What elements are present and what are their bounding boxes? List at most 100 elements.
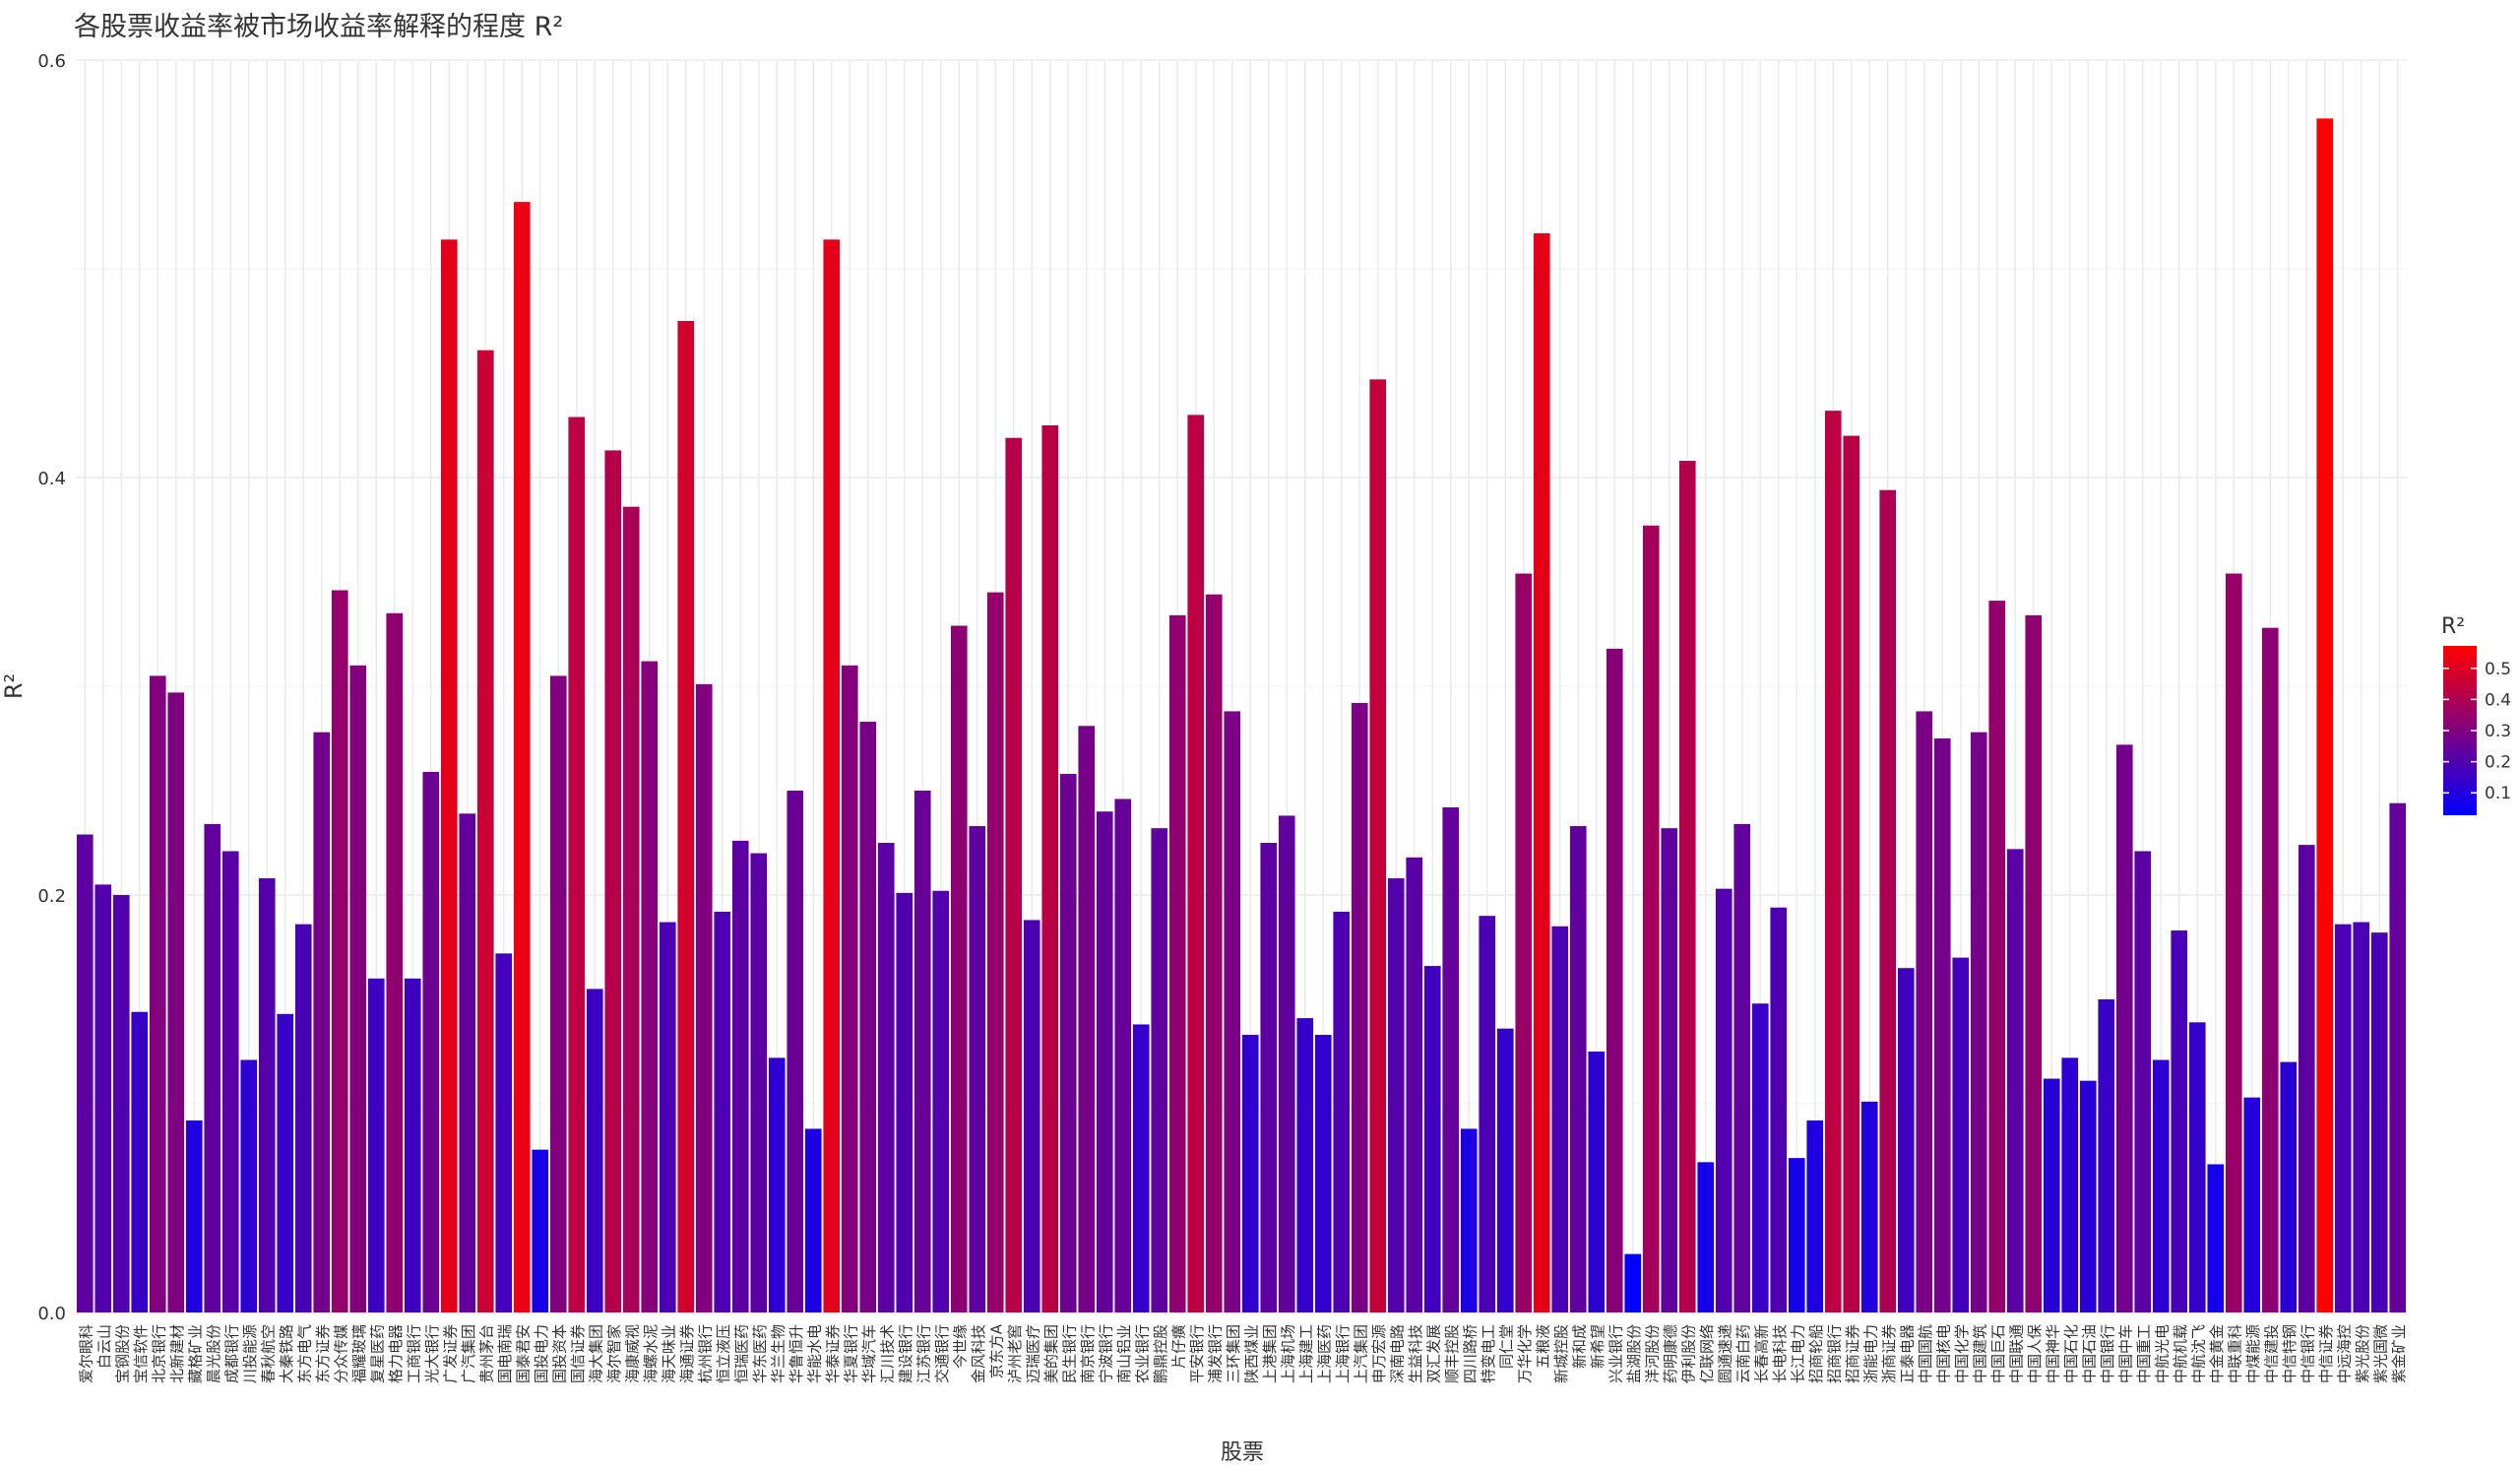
bar [1406, 857, 1423, 1312]
y-axis-title: R² [0, 673, 28, 699]
x-tick-label: 中信建投 [2262, 1324, 2280, 1383]
bar [1114, 799, 1132, 1312]
x-tick-label: 兴业银行 [1606, 1324, 1624, 1383]
x-tick-label: 片仔癀 [1169, 1324, 1187, 1369]
bar [1168, 614, 1186, 1312]
bar [1697, 1162, 1715, 1312]
x-tick-label: 上海医药 [1315, 1324, 1333, 1383]
x-tick-label: 四川路桥 [1461, 1324, 1479, 1383]
bar [1733, 823, 1751, 1312]
x-tick-label: 中信证券 [2317, 1324, 2335, 1383]
bar [1151, 828, 1168, 1312]
bar [404, 978, 421, 1312]
x-tick-label: 正泰电器 [1898, 1324, 1916, 1383]
bar [76, 834, 94, 1312]
bar [714, 911, 731, 1312]
x-tick-label: 生益科技 [1407, 1324, 1424, 1383]
x-tick-label: 华域汽车 [860, 1324, 878, 1383]
bar [2261, 627, 2279, 1312]
x-tick-label: 紫金矿业 [2390, 1324, 2408, 1383]
x-tick-label: 云南白药 [1734, 1324, 1752, 1383]
bar [294, 924, 312, 1312]
x-tick-label: 长电科技 [1771, 1324, 1789, 1383]
x-tick-label: 招商轮船 [1807, 1324, 1825, 1383]
x-tick-label: 同仁堂 [1497, 1324, 1515, 1369]
x-tick-label: 紫光股份 [2354, 1324, 2371, 1383]
x-tick-label: 东方电气 [295, 1324, 313, 1383]
x-tick-label: 建设银行 [897, 1324, 914, 1383]
x-tick-label: 晨光股份 [205, 1324, 222, 1383]
bar [1860, 1101, 1878, 1312]
bar [950, 625, 968, 1312]
x-tick-label: 成都银行 [222, 1324, 240, 1383]
x-tick-label: 中国化学 [1953, 1324, 1971, 1383]
x-tick-label: 中航机载 [2172, 1324, 2189, 1383]
x-tick-label: 浙能电力 [1861, 1324, 1879, 1383]
bar [841, 665, 858, 1312]
bar [495, 953, 513, 1312]
x-tick-label: 大秦铁路 [278, 1324, 295, 1383]
x-tick-label: 白云山 [95, 1324, 113, 1369]
bar [1806, 1119, 1824, 1312]
x-tick-label: 中金黄金 [2208, 1324, 2226, 1383]
legend-tick-label: 0.3 [2485, 722, 2511, 741]
bar [258, 878, 276, 1312]
bar [1187, 415, 1205, 1312]
x-tick-label: 福耀玻璃 [350, 1324, 368, 1383]
x-tick-label: 招商证券 [1844, 1324, 1861, 1383]
bar [349, 665, 367, 1312]
bar [1442, 806, 1460, 1312]
x-tick-label: 顺丰控股 [1443, 1324, 1461, 1383]
legend-tick-label: 0.4 [2485, 690, 2511, 710]
bar [2225, 573, 2242, 1312]
x-tick-label: 民生银行 [1060, 1324, 1078, 1383]
bar [2079, 1080, 2097, 1312]
bar [568, 416, 586, 1312]
x-tick-label: 五粮液 [1534, 1324, 1551, 1369]
bar [240, 1059, 258, 1312]
bar [549, 675, 567, 1312]
x-tick-label: 华鲁恒升 [788, 1324, 805, 1383]
bar [277, 1013, 294, 1312]
bar [969, 826, 986, 1312]
bar [112, 895, 130, 1312]
x-tick-label: 紫光国微 [2371, 1324, 2389, 1383]
x-tick-label: 贵州茅台 [477, 1324, 495, 1383]
x-tick-label: 迈瑞医疗 [1024, 1324, 1041, 1383]
bar [459, 813, 476, 1312]
x-tick-label: 长春高新 [1752, 1324, 1770, 1383]
x-tick-label: 国投电力 [533, 1324, 550, 1383]
x-tick-label: 杭州银行 [696, 1324, 714, 1383]
bar [1551, 926, 1569, 1312]
x-tick-label: 三环集团 [1225, 1324, 1242, 1383]
bar [1824, 411, 1842, 1312]
bar [586, 989, 603, 1312]
legend-title: R² [2441, 614, 2465, 639]
bar [1078, 726, 1096, 1312]
bar [2316, 118, 2334, 1313]
bar [1059, 774, 1077, 1312]
bar [622, 506, 640, 1312]
bar [2188, 1022, 2206, 1312]
x-tick-label: 爱尔眼科 [77, 1324, 94, 1383]
x-tick-label: 浦发银行 [1206, 1324, 1224, 1383]
bar [2207, 1164, 2225, 1312]
bar [204, 823, 221, 1312]
x-tick-label: 分众传媒 [332, 1324, 349, 1383]
bar [2389, 802, 2407, 1312]
x-tick-label: 深南电路 [1388, 1324, 1406, 1383]
x-tick-label: 中国联通 [2007, 1324, 2025, 1383]
x-tick-label: 中航沈飞 [2189, 1324, 2207, 1383]
x-tick-label: 中国重工 [2135, 1324, 2153, 1383]
bar [1952, 957, 1970, 1312]
bar [1624, 1253, 1642, 1312]
x-tick-label: 宁波银行 [1097, 1324, 1114, 1383]
x-tick-label: 北新建材 [168, 1324, 186, 1383]
x-tick-label: 恒立液压 [715, 1324, 732, 1383]
bar [1879, 489, 1897, 1313]
bar [422, 771, 440, 1312]
bar [932, 890, 950, 1312]
x-tick-label: 川投能源 [241, 1324, 259, 1383]
bar [1970, 732, 1987, 1312]
bar [476, 350, 494, 1312]
